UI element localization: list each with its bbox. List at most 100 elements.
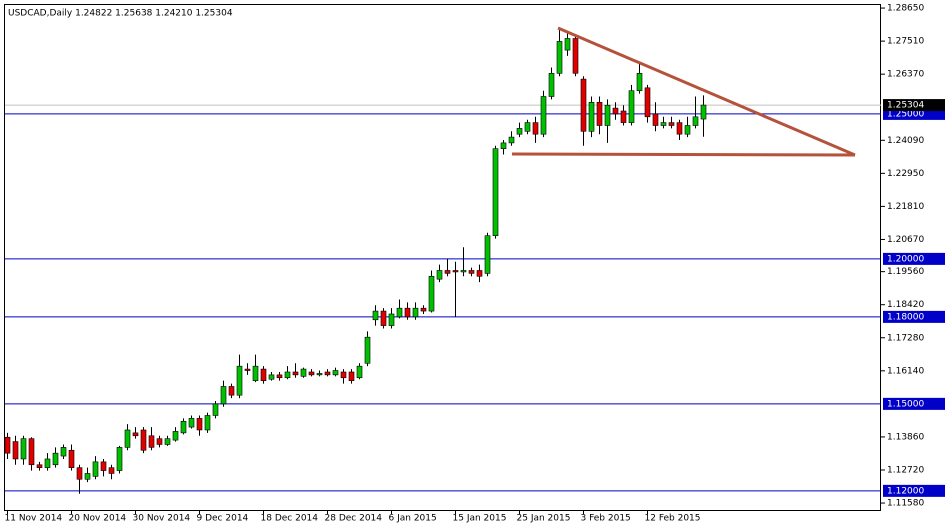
- candle-body: [572, 38, 579, 74]
- level-label: 1.18000: [887, 312, 924, 322]
- y-tick-label: 1.20670: [887, 235, 924, 245]
- y-tick-label: 1.18420: [887, 300, 924, 310]
- candle-body: [116, 447, 123, 471]
- candle-body: [68, 449, 75, 468]
- candle-body: [236, 365, 243, 396]
- candle-body: [612, 107, 619, 115]
- y-tick-label: 1.13860: [887, 432, 924, 442]
- level-label-bg: [883, 310, 945, 323]
- candle-body: [684, 125, 691, 135]
- candle-body: [108, 467, 115, 474]
- candle-body: [252, 365, 259, 381]
- candle-body: [580, 78, 587, 132]
- candle-body: [44, 458, 51, 468]
- candle-body: [316, 373, 323, 376]
- candle-body: [292, 371, 299, 376]
- y-tick-label: 1.24090: [887, 136, 924, 146]
- candle-body: [260, 368, 267, 381]
- candle-body: [676, 122, 683, 135]
- candle-body: [540, 96, 547, 135]
- x-tick-label: 3 Feb 2015: [581, 514, 631, 524]
- candle-body: [436, 270, 443, 280]
- plot-frame: [4, 4, 881, 511]
- candle-body: [556, 41, 563, 74]
- candle-body: [132, 432, 139, 437]
- y-tick-label: 1.16140: [887, 366, 924, 376]
- x-tick-label: 9 Dec 2014: [197, 514, 249, 524]
- candle-body: [244, 368, 251, 371]
- trendline: [511, 152, 856, 157]
- candle-body: [420, 307, 427, 312]
- trendline: [557, 26, 856, 157]
- x-tick-label: 15 Jan 2015: [453, 514, 507, 524]
- candle-body: [268, 374, 275, 380]
- y-tick-label: 1.12720: [887, 465, 924, 475]
- candle-body: [388, 313, 395, 326]
- level-label: 1.12000: [887, 486, 924, 496]
- candle-body: [452, 270, 459, 273]
- candle-body: [396, 307, 403, 318]
- x-tick-label: 20 Nov 2014: [69, 514, 127, 524]
- candle-body: [204, 415, 211, 431]
- candle-body: [636, 73, 643, 92]
- candle-body: [652, 113, 659, 126]
- candle-body: [332, 370, 339, 376]
- candle-body: [148, 435, 155, 448]
- candle-body: [180, 420, 187, 434]
- candle-body: [628, 90, 635, 123]
- candle-body: [308, 371, 315, 376]
- candle-body: [668, 122, 675, 126]
- x-tick-label: 28 Dec 2014: [325, 514, 383, 524]
- level-label: 1.25000: [887, 109, 924, 119]
- candle-body: [356, 365, 363, 379]
- level-label: 1.20000: [887, 254, 924, 264]
- candle-body: [412, 307, 419, 318]
- y-tick-label: 1.26370: [887, 70, 924, 80]
- current-price-bg: [883, 99, 945, 112]
- y-tick-label: 1.17280: [887, 333, 924, 343]
- candle-body: [364, 336, 371, 364]
- x-tick-label: 25 Jan 2015: [517, 514, 571, 524]
- candle-body: [12, 441, 19, 460]
- candle-body: [212, 403, 219, 416]
- candle-body: [156, 438, 163, 445]
- candle-body: [124, 429, 131, 448]
- candle-body: [220, 386, 227, 405]
- candle-body: [372, 310, 379, 321]
- candle-body: [548, 73, 555, 97]
- candle-body: [428, 275, 435, 312]
- candle-body: [596, 102, 603, 126]
- y-tick-label: 1.22950: [887, 169, 924, 179]
- candle-body: [484, 235, 491, 274]
- level-label-bg: [883, 252, 945, 265]
- candle-body: [564, 38, 571, 51]
- level-label-bg: [883, 484, 945, 497]
- candle-body: [604, 104, 611, 126]
- level-label: 1.15000: [887, 399, 924, 409]
- y-tick-label: 1.19560: [887, 267, 924, 277]
- candle-body: [284, 371, 291, 379]
- candle-body: [172, 431, 179, 441]
- x-tick-label: 11 Nov 2014: [5, 514, 63, 524]
- candle-body: [196, 418, 203, 431]
- x-tick-label: 18 Dec 2014: [261, 514, 319, 524]
- candle-body: [588, 102, 595, 132]
- candle-body: [516, 128, 523, 135]
- candle-body: [140, 429, 147, 451]
- candle-body: [460, 270, 467, 273]
- candle-body: [532, 122, 539, 135]
- candle-body: [188, 418, 195, 428]
- candle-body: [84, 473, 91, 480]
- candle-body: [52, 452, 59, 466]
- candle-body: [476, 270, 483, 277]
- chart-title: USDCAD,Daily 1.24822 1.25638 1.24210 1.2…: [8, 9, 233, 19]
- candle-body: [300, 368, 307, 377]
- candle-body: [660, 122, 667, 126]
- candle-body: [380, 310, 387, 326]
- candle-body: [276, 374, 283, 379]
- level-label-bg: [883, 397, 945, 410]
- candle-body: [60, 447, 67, 457]
- candle-body: [28, 438, 35, 466]
- candle-body: [20, 438, 27, 460]
